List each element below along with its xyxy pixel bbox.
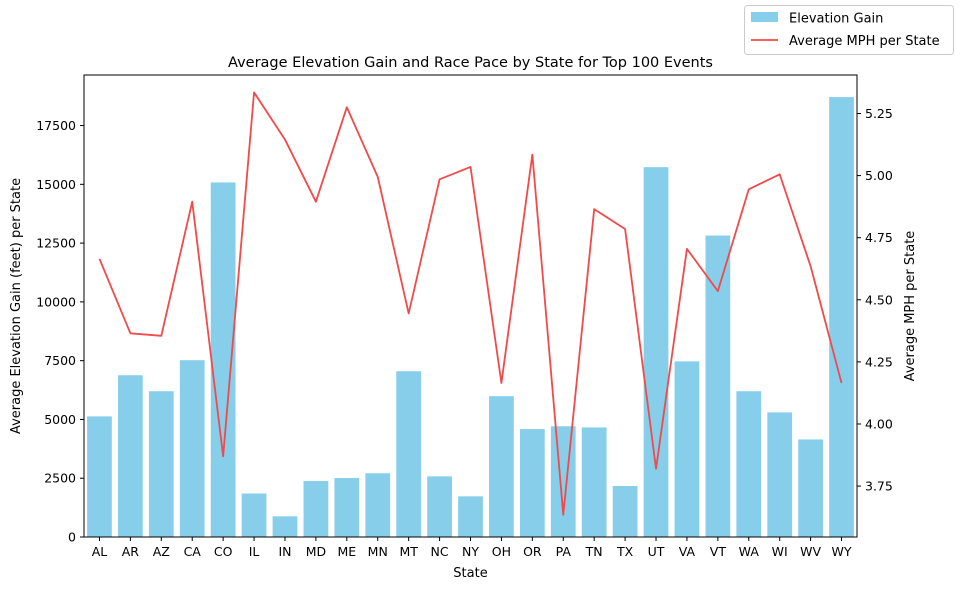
- bar-tn: [581, 427, 607, 537]
- bar-vt: [705, 235, 731, 537]
- x-tick-label-or: OR: [523, 544, 542, 559]
- y-axis-label-left: Average Elevation Gain (feet) per State: [9, 178, 24, 434]
- x-tick-label-tn: TN: [585, 544, 603, 559]
- x-axis-label: State: [453, 566, 487, 581]
- x-tick-label-md: MD: [306, 544, 326, 559]
- x-tick-label-wy: WY: [832, 544, 852, 559]
- y-tick-label-10000: 10000: [36, 294, 76, 309]
- bar-va: [674, 361, 700, 537]
- bar-ca: [179, 360, 205, 537]
- y-tick-label-15000: 15000: [36, 177, 76, 192]
- bar-tx: [612, 485, 638, 537]
- x-tick-label-wi: WI: [772, 544, 788, 559]
- x-tick-label-ut: UT: [648, 544, 665, 559]
- bar-md: [303, 481, 329, 537]
- bar-oh: [489, 396, 514, 537]
- y2-tick-label-4.75: 4.75: [865, 230, 893, 245]
- x-tick-label-az: AZ: [153, 544, 170, 559]
- x-tick-label-mt: MT: [399, 544, 418, 559]
- bar-ny: [458, 496, 483, 537]
- x-tick-label-vt: VT: [710, 544, 727, 559]
- bar-wv: [798, 439, 823, 537]
- y2-tick-label-5.25: 5.25: [865, 106, 893, 121]
- x-tick-label-co: CO: [214, 544, 233, 559]
- bar-il: [241, 493, 267, 537]
- y2-tick-label-5.00: 5.00: [865, 168, 893, 183]
- line-layer: [98, 91, 843, 516]
- x-tick-label-nc: NC: [431, 544, 449, 559]
- x-tick-label-ar: AR: [122, 544, 140, 559]
- y-axis-label-right: Average MPH per State: [903, 231, 918, 382]
- chart-title: Average Elevation Gain and Race Pace by …: [228, 55, 713, 71]
- y2-tick-label-4.50: 4.50: [865, 292, 893, 307]
- x-tick-label-in: IN: [278, 544, 291, 559]
- legend-swatch-elevation-gain: [751, 12, 778, 22]
- x-tick-label-me: ME: [337, 544, 356, 559]
- bar-ut: [643, 167, 669, 537]
- y2-tick-label-4.25: 4.25: [865, 354, 893, 369]
- x-tick-label-al: AL: [92, 544, 108, 559]
- bar-in: [272, 516, 298, 537]
- y2-tick-label-4.00: 4.00: [865, 416, 893, 431]
- x-tick-label-mn: MN: [368, 544, 388, 559]
- legend-frame: [744, 5, 954, 55]
- x-tick-label-pa: PA: [556, 544, 572, 559]
- legend-label-average-mph: Average MPH per State: [789, 34, 940, 49]
- y-tick-label-0: 0: [68, 530, 76, 545]
- x-tick-label-wa: WA: [739, 544, 760, 559]
- axes-layer: AL AR AZ CA CO IL IN MD ME MN MT NC NY OH OR PA TN TX UT VA…: [36, 74, 893, 559]
- bar-mn: [365, 473, 391, 537]
- y-tick-label-7500: 7500: [44, 353, 76, 368]
- bar-al: [87, 416, 112, 537]
- bar-or: [519, 429, 545, 537]
- bar-wa: [736, 391, 762, 537]
- x-tick-label-wv: WV: [800, 544, 821, 559]
- bar-wi: [767, 412, 793, 537]
- y-tick-label-17500: 17500: [36, 118, 76, 133]
- bar-me: [334, 477, 360, 537]
- x-tick-label-il: IL: [249, 544, 260, 559]
- x-tick-label-oh: OH: [492, 544, 511, 559]
- x-tick-label-ny: NY: [462, 544, 479, 559]
- y2-tick-label-3.75: 3.75: [865, 479, 893, 494]
- bar-az: [148, 391, 174, 537]
- bar-pa: [550, 426, 576, 537]
- legend-label-elevation-gain: Elevation Gain: [789, 12, 883, 27]
- x-tick-label-ca: CA: [184, 544, 202, 559]
- x-tick-label-va: VA: [679, 544, 696, 559]
- legend: Elevation Gain Average MPH per State: [744, 5, 954, 55]
- y-tick-label-12500: 12500: [36, 236, 76, 251]
- x-tick-label-tx: TX: [616, 544, 634, 559]
- bar-mt: [396, 371, 422, 537]
- y-tick-label-5000: 5000: [44, 412, 76, 427]
- bar-wy: [829, 97, 854, 537]
- bars-layer: [87, 97, 854, 537]
- bar-ar: [118, 375, 143, 537]
- y-tick-label-2500: 2500: [44, 471, 76, 486]
- bar-nc: [427, 476, 452, 537]
- mph-line: [98, 91, 843, 516]
